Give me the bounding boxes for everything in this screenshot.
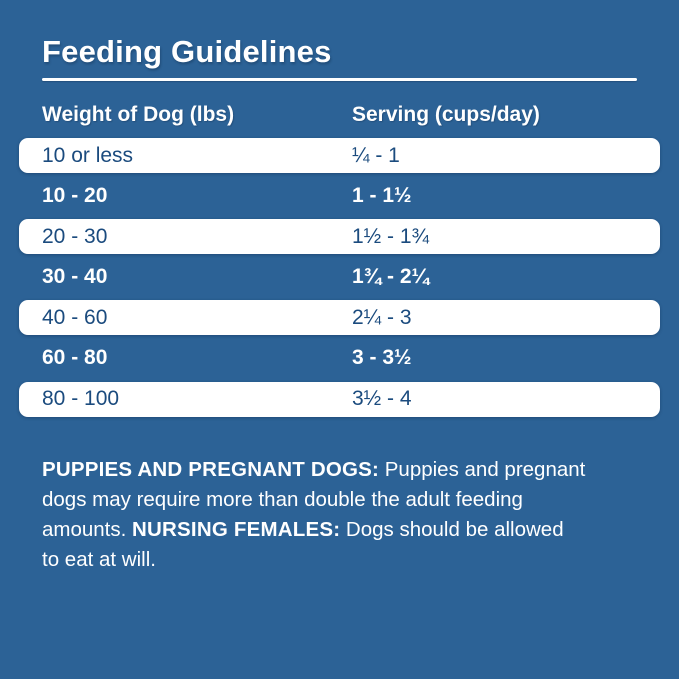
footnote-text: PUPPIES AND PREGNANT DOGS: Puppies and p…: [42, 455, 637, 575]
footnote-bold-segment: PUPPIES AND PREGNANT DOGS:: [42, 457, 380, 481]
cell-weight: 10 - 20: [42, 184, 108, 208]
cell-weight: 20 - 30: [42, 224, 108, 248]
footnote-segment: Dogs should be allowed: [340, 517, 564, 541]
table-row: 20 - 30 1½ - 1¾: [19, 219, 660, 255]
table-row: 40 - 60 2¼ - 3: [19, 300, 660, 336]
table-row: 30 - 40 1¾ - 2¼: [19, 260, 660, 295]
col-header-serving: Serving (cups/day): [352, 103, 540, 126]
footnote-line: amounts. NURSING FEMALES: Dogs should be…: [42, 515, 637, 545]
cell-serving: 2¼ - 3: [352, 305, 412, 329]
cell-weight: 10 or less: [42, 143, 134, 167]
table-row: 60 - 80 3 - 3½: [19, 341, 660, 376]
footnote-segment: amounts.: [42, 517, 133, 541]
cell-weight: 40 - 60: [42, 305, 108, 329]
col-header-weight: Weight of Dog (lbs): [42, 103, 235, 126]
cell-serving: 1¾ - 2¼: [352, 265, 430, 289]
footnote-segment: Puppies and pregnant: [379, 457, 586, 481]
table-row: 10 or less ¼ - 1: [19, 138, 660, 173]
cell-weight: 60 - 80: [42, 346, 108, 370]
footnote-line: PUPPIES AND PREGNANT DOGS: Puppies and p…: [42, 455, 637, 485]
table-row: 10 - 20 1 - 1½: [19, 179, 660, 214]
cell-serving: 3½ - 4: [352, 387, 412, 411]
table-row: 80 - 100 3½ - 4: [19, 381, 660, 417]
page-title: Feeding Guidelines: [42, 34, 332, 69]
feeding-table: 10 or less ¼ - 1 10 - 20 1 - 1½ 20 - 30 1½ - …: [19, 138, 660, 417]
cell-weight: 80 - 100: [42, 387, 120, 411]
cell-serving: 3 - 3½: [352, 346, 412, 370]
footnote-line: to eat at will.: [42, 545, 637, 575]
footnote-segment: dogs may require more than double the ad…: [42, 487, 523, 511]
table-column-headers: Weight of Dog (lbs) Serving (cups/day): [42, 103, 679, 127]
cell-serving: 1½ - 1¾: [352, 224, 430, 248]
cell-serving: ¼ - 1: [352, 143, 400, 167]
footnote-line: dogs may require more than double the ad…: [42, 485, 637, 515]
footnote-segment: to eat at will.: [42, 547, 156, 571]
cell-weight: 30 - 40: [42, 265, 108, 289]
cell-serving: 1 - 1½: [352, 184, 412, 208]
footnote-bold-segment: NURSING FEMALES:: [132, 517, 341, 541]
title-divider: [42, 78, 637, 81]
